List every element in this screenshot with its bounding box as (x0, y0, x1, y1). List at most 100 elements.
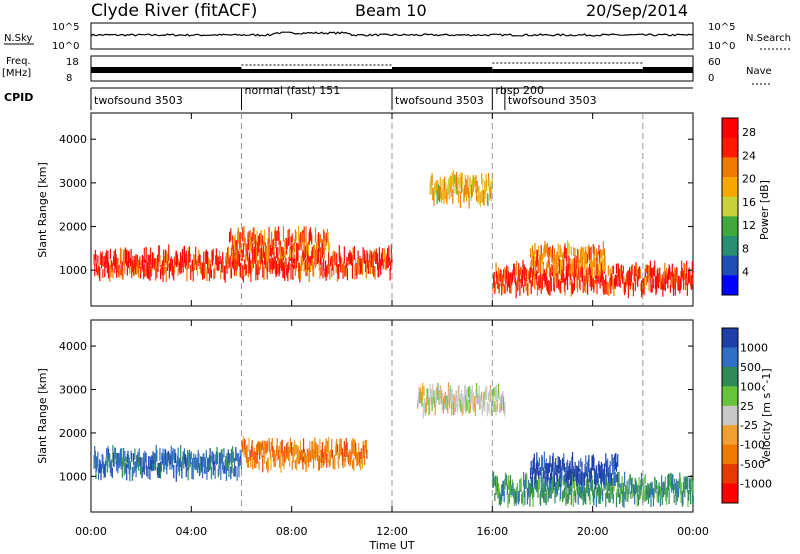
velocity-cell (228, 461, 230, 477)
velocity-cell (420, 395, 423, 405)
power-cell (464, 175, 466, 188)
velocity-cell (330, 449, 332, 459)
velocity-cell (141, 466, 143, 478)
velocity-cell (305, 456, 307, 473)
velocity-cell (175, 453, 177, 464)
power-cell (365, 262, 367, 279)
velocity-cell (583, 472, 586, 486)
power-cell (229, 255, 231, 268)
power-cell (320, 258, 322, 276)
power-cell (676, 267, 678, 284)
power-cell (575, 260, 577, 277)
power-cell (557, 243, 559, 261)
power-cell (511, 273, 513, 283)
velocity-cell (565, 474, 567, 483)
power-cell (242, 266, 244, 283)
power-cell (134, 255, 136, 270)
velocity-cell (499, 396, 502, 407)
velocity-cell (551, 456, 554, 472)
power-cell (603, 258, 605, 273)
velocity-cell (99, 461, 101, 470)
power-cell (550, 264, 552, 274)
velocity-cell (257, 440, 260, 452)
power-cell (445, 181, 447, 195)
power-cell (472, 175, 474, 189)
velocity-cell (435, 388, 437, 406)
velocity-cell (534, 477, 536, 489)
power-cell (93, 254, 95, 265)
velocity-cell (107, 448, 110, 460)
ytick-label: 1000 (59, 470, 87, 483)
freq-bars (91, 67, 693, 73)
velocity-cell (328, 437, 330, 453)
power-cell (352, 247, 354, 263)
power-cell (541, 276, 544, 290)
velocity-cell (593, 457, 595, 468)
colorbar-tick-label: 8 (742, 242, 749, 255)
power-cell (286, 239, 288, 249)
velocity-cell (141, 467, 143, 479)
velocity-cell (558, 475, 561, 486)
power-cell (173, 267, 175, 281)
velocity-cell (295, 444, 297, 455)
velocity-cell (203, 453, 205, 462)
velocity-cell (570, 471, 572, 486)
velocity-cell (191, 457, 194, 467)
power-cell (112, 256, 115, 266)
velocity-cell (150, 460, 152, 470)
velocity-cell (191, 462, 193, 480)
power-cell (273, 252, 275, 265)
velocity-cell (338, 444, 340, 460)
nsky-label: N.Sky (4, 33, 32, 44)
power-cell (625, 279, 627, 288)
power-cell (272, 261, 275, 270)
velocity-cell (666, 488, 668, 506)
power-cell (276, 264, 278, 274)
velocity-cell (220, 462, 222, 481)
power-cell (524, 267, 527, 276)
velocity-cell (253, 447, 255, 459)
velocity-cell (269, 441, 271, 453)
velocity-cell (323, 448, 325, 465)
velocity-cell (289, 437, 291, 454)
power-cell (639, 269, 641, 279)
velocity-cell (159, 461, 162, 479)
power-cell (233, 267, 236, 276)
power-cell (535, 256, 537, 268)
power-cell (235, 258, 237, 272)
power-cell (275, 260, 278, 276)
power-cell (664, 262, 666, 279)
power-cell (243, 225, 245, 243)
time-tick-label: 00:00 (677, 525, 709, 538)
power-cell (667, 272, 669, 289)
power-cell (384, 251, 386, 260)
velocity-cell (276, 438, 278, 453)
velocity-cell (255, 444, 258, 454)
velocity-cell (302, 438, 305, 453)
power-cell (637, 268, 640, 281)
velocity-cell (580, 486, 582, 498)
power-cell (476, 181, 478, 192)
power-cell (358, 258, 360, 275)
power-cell (340, 263, 342, 273)
velocity-cell (289, 454, 291, 467)
power-cell (474, 179, 476, 193)
velocity-cell (581, 487, 583, 500)
velocity-cells (93, 382, 694, 508)
power-cell (655, 283, 657, 296)
power-cell (436, 189, 438, 205)
velocity-cell (488, 403, 490, 414)
power-cell (629, 280, 631, 290)
velocity-cell (422, 402, 424, 419)
velocity-cell (516, 486, 518, 502)
power-cell (569, 258, 571, 273)
power-cell (264, 256, 266, 269)
power-cell (277, 247, 279, 260)
velocity-cell (594, 469, 596, 479)
power-cell (231, 244, 233, 262)
velocity-cell (578, 473, 581, 485)
power-cell (522, 260, 524, 278)
velocity-cell (531, 466, 533, 475)
power-cell (587, 280, 589, 295)
power-cell (139, 266, 142, 279)
